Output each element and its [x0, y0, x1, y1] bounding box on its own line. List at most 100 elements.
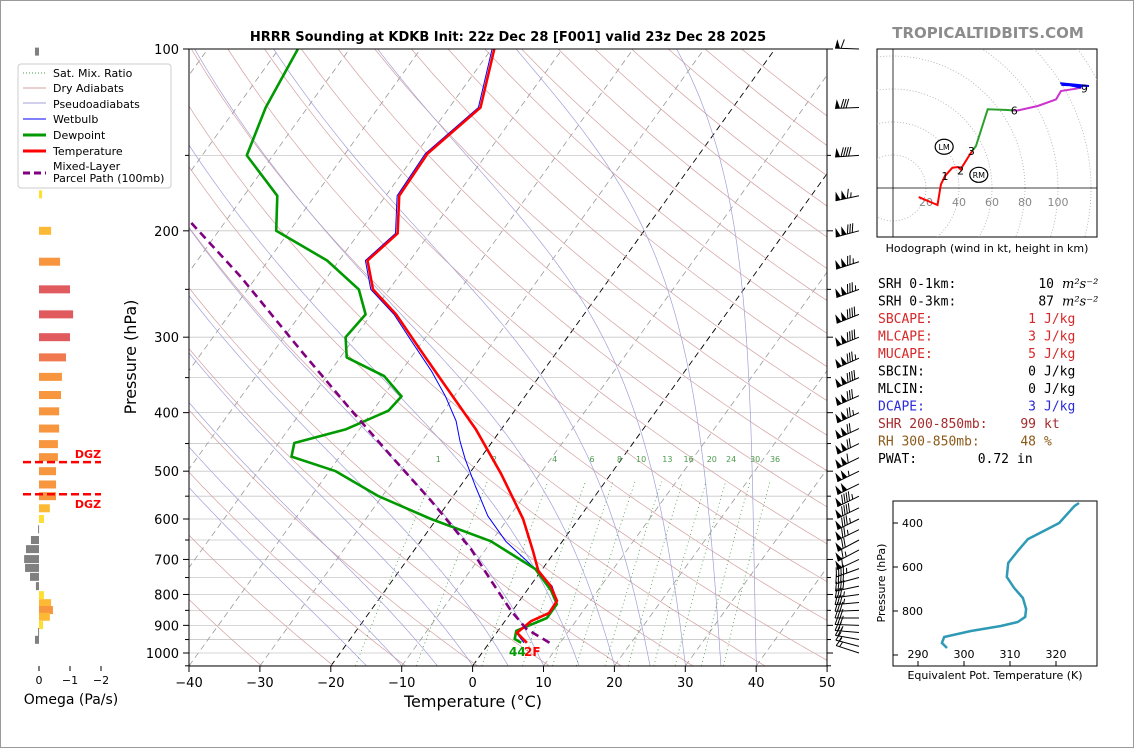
barb-half-feather	[843, 591, 845, 597]
barb-feather	[853, 369, 856, 380]
mixing-ratio-label: 13	[662, 455, 672, 464]
barb-feather	[841, 548, 844, 559]
barb-feather	[841, 528, 844, 538]
x-tick-label: −20	[317, 676, 344, 691]
theta-e-panel: 290 300 310 320 400 600 800	[893, 501, 1080, 666]
omega-bar	[39, 440, 58, 449]
barb-flag	[835, 378, 842, 388]
omega-tick-label: −2	[93, 674, 109, 687]
barb-staff	[835, 602, 860, 606]
y-tick-label: 600	[154, 513, 179, 528]
barb-feather	[846, 373, 849, 383]
hodograph-frame	[876, 48, 1098, 238]
mixing-ratio-label: 16	[683, 455, 693, 464]
hodograph-segment	[1013, 86, 1082, 112]
stat-label: SBCIN:	[878, 365, 925, 380]
wind-barb	[835, 351, 860, 369]
barb-flag	[835, 531, 842, 541]
barb-feather	[837, 573, 840, 584]
omega-bar	[39, 467, 57, 476]
barb-feather	[842, 580, 845, 590]
omega-tick-label: 0	[36, 674, 43, 687]
barb-flag	[835, 396, 842, 406]
barb-feather	[839, 587, 843, 598]
dry-adiabat	[191, 49, 827, 621]
wind-barb	[834, 621, 860, 634]
mixing-ratio-label: 10	[636, 455, 646, 464]
legend-box	[17, 63, 172, 189]
barb-feather	[834, 595, 838, 605]
barb-flag	[835, 520, 842, 530]
storm-motion-marker	[969, 166, 989, 183]
barb-feather	[851, 389, 854, 399]
stat-unit: %	[1044, 435, 1052, 450]
stat-value: 1	[1028, 312, 1036, 327]
stat-label: SBCAPE:	[878, 312, 933, 327]
omega-bar	[39, 606, 53, 615]
omega-tick-label: −1	[62, 674, 78, 687]
barb-flag	[840, 442, 848, 452]
y-tick-label: 300	[154, 331, 179, 346]
barb-feather	[846, 439, 849, 449]
x-tick-label: 10	[535, 676, 552, 691]
x-tick-label: −10	[388, 676, 415, 691]
wind-barb	[834, 615, 860, 626]
barb-feather	[846, 309, 849, 319]
mixing-ratio-line	[627, 481, 684, 666]
dgz-bottom-label: DGZ	[75, 498, 101, 511]
skewt-frame	[188, 48, 828, 667]
legend-label: Pseudoadiabats	[53, 98, 140, 111]
moist-adiabat	[189, 352, 473, 666]
stat-label: SRH 0-1km:	[878, 277, 956, 292]
storm-motion-label: RM	[973, 171, 986, 180]
legend-label: Sat. Mix. Ratio	[53, 67, 133, 80]
barb-staff	[835, 634, 860, 641]
isotherm	[401, 74, 827, 666]
wind-barb	[834, 587, 860, 599]
barb-feather	[840, 98, 845, 109]
moist-adiabat	[194, 49, 615, 666]
barb-feather	[835, 581, 838, 592]
barb-feather	[845, 146, 849, 157]
isotherm	[189, 49, 280, 175]
barb-feather	[846, 332, 849, 342]
barb-flag	[840, 482, 848, 492]
legend-label: Temperature	[52, 145, 123, 158]
stat-value: 3	[1028, 400, 1036, 415]
omega-bar	[39, 310, 74, 319]
barb-feather	[839, 580, 842, 591]
barb-feather	[846, 424, 849, 434]
barb-flag	[835, 259, 841, 270]
barb-flag	[840, 312, 847, 322]
wind-barb	[835, 572, 860, 585]
stat-value: 0.72	[978, 452, 1009, 467]
barb-feather	[835, 631, 842, 641]
mixing-ratio-line	[674, 481, 727, 666]
barb-flag	[835, 445, 842, 455]
omega-bar	[25, 563, 39, 572]
wind-barb	[835, 453, 860, 469]
moist-adiabat	[515, 49, 722, 666]
mixing-ratio-line	[522, 481, 586, 666]
omega-bar	[39, 285, 70, 294]
omega-bar	[39, 333, 70, 342]
dry-adiabat	[189, 166, 766, 666]
x-tick-label: 30	[677, 676, 694, 691]
moist-adiabat	[189, 295, 509, 666]
wind-barbs	[826, 39, 860, 666]
mixing-ratio-line	[701, 481, 751, 666]
isotherm	[189, 49, 563, 569]
y-tick-label: 800	[154, 588, 179, 603]
barb-feather	[845, 515, 848, 525]
skewt-profiles	[190, 49, 559, 644]
barb-flag	[835, 99, 841, 109]
hodograph-ring-label: 40	[952, 196, 966, 209]
mixing-ratio-line	[604, 481, 662, 666]
wind-barb	[835, 188, 860, 202]
hodograph-height-label: 6	[1011, 104, 1018, 117]
dry-adiabat	[374, 49, 827, 436]
x-tick-label: −30	[246, 676, 273, 691]
barb-feather	[840, 147, 844, 157]
dry-adiabat	[264, 49, 827, 545]
